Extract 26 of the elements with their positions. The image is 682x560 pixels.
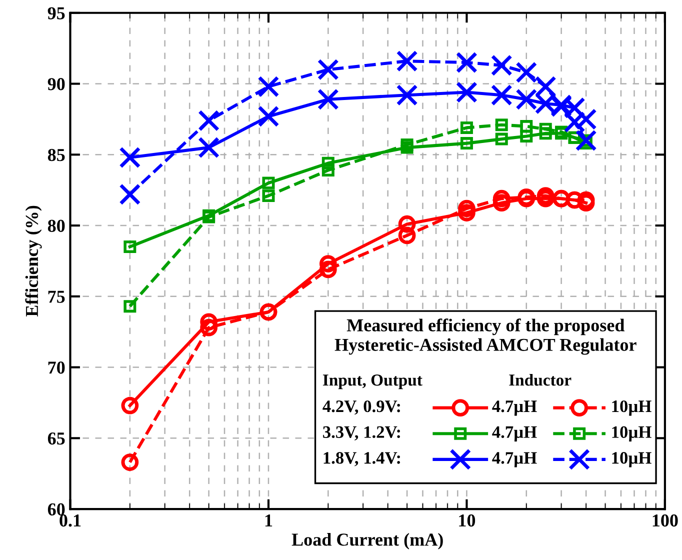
legend-label: 4.7µH: [492, 426, 537, 442]
legend-label: 4.7µH: [492, 400, 537, 416]
annotation: 4.2V, 0.9V:: [322, 400, 400, 415]
y-tick-label: 95: [48, 7, 65, 20]
y-tick-label: 60: [48, 503, 65, 516]
legend-title: Measured efficiency of the proposed Hysteretic-Assisted AMCOT Regulator: [334, 318, 636, 355]
x-tick-label: 100: [652, 514, 678, 527]
y-tick-label: 80: [48, 220, 65, 232]
annotation: Inductor: [509, 374, 572, 386]
y-tick-label: 75: [48, 290, 65, 303]
annotation: 1.8V, 1.4V:: [324, 452, 400, 466]
annotation: 3.3V, 1.2V:: [323, 426, 400, 440]
y-tick-label: 85: [48, 148, 65, 162]
x-tick-label: 10: [459, 514, 476, 527]
y-axis-title: Efficiency (%): [25, 206, 42, 317]
annotation: Input, Output: [322, 374, 422, 390]
x-tick-label: 1: [265, 514, 272, 526]
x-axis-title: Load Current (mA): [292, 533, 443, 550]
legend-label: 10µH: [612, 400, 652, 416]
y-tick-label: 90: [48, 78, 65, 90]
y-tick-label: 65: [48, 432, 65, 445]
legend-label: 10µH: [612, 452, 652, 468]
x-tick-label: 0.1: [60, 514, 81, 527]
legend-label: 4.7µH: [492, 452, 537, 468]
y-tick-label: 70: [48, 362, 65, 374]
legend-label: 10µH: [612, 426, 652, 442]
